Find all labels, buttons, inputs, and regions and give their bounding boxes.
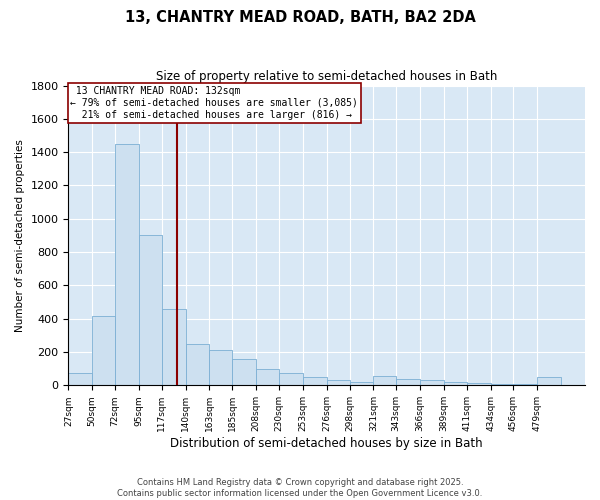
Bar: [514, 384, 537, 386]
X-axis label: Distribution of semi-detached houses by size in Bath: Distribution of semi-detached houses by …: [170, 437, 483, 450]
Bar: [115, 144, 139, 386]
Bar: [92, 316, 115, 386]
Bar: [139, 236, 162, 386]
Bar: [396, 378, 420, 386]
Bar: [256, 368, 279, 386]
Bar: [444, 382, 467, 386]
Bar: [68, 373, 92, 386]
Bar: [162, 308, 185, 386]
Bar: [467, 383, 491, 386]
Text: 13, CHANTRY MEAD ROAD, BATH, BA2 2DA: 13, CHANTRY MEAD ROAD, BATH, BA2 2DA: [125, 10, 475, 25]
Bar: [350, 382, 373, 386]
Bar: [373, 376, 396, 386]
Text: Contains HM Land Registry data © Crown copyright and database right 2025.
Contai: Contains HM Land Registry data © Crown c…: [118, 478, 482, 498]
Bar: [209, 350, 232, 386]
Bar: [491, 384, 514, 386]
Bar: [279, 373, 303, 386]
Bar: [185, 344, 209, 386]
Title: Size of property relative to semi-detached houses in Bath: Size of property relative to semi-detach…: [156, 70, 497, 83]
Bar: [232, 358, 256, 386]
Bar: [537, 377, 561, 386]
Bar: [303, 377, 327, 386]
Bar: [327, 380, 350, 386]
Text: 13 CHANTRY MEAD ROAD: 132sqm
← 79% of semi-detached houses are smaller (3,085)
 : 13 CHANTRY MEAD ROAD: 132sqm ← 79% of se…: [70, 86, 358, 120]
Y-axis label: Number of semi-detached properties: Number of semi-detached properties: [15, 139, 25, 332]
Bar: [420, 380, 444, 386]
